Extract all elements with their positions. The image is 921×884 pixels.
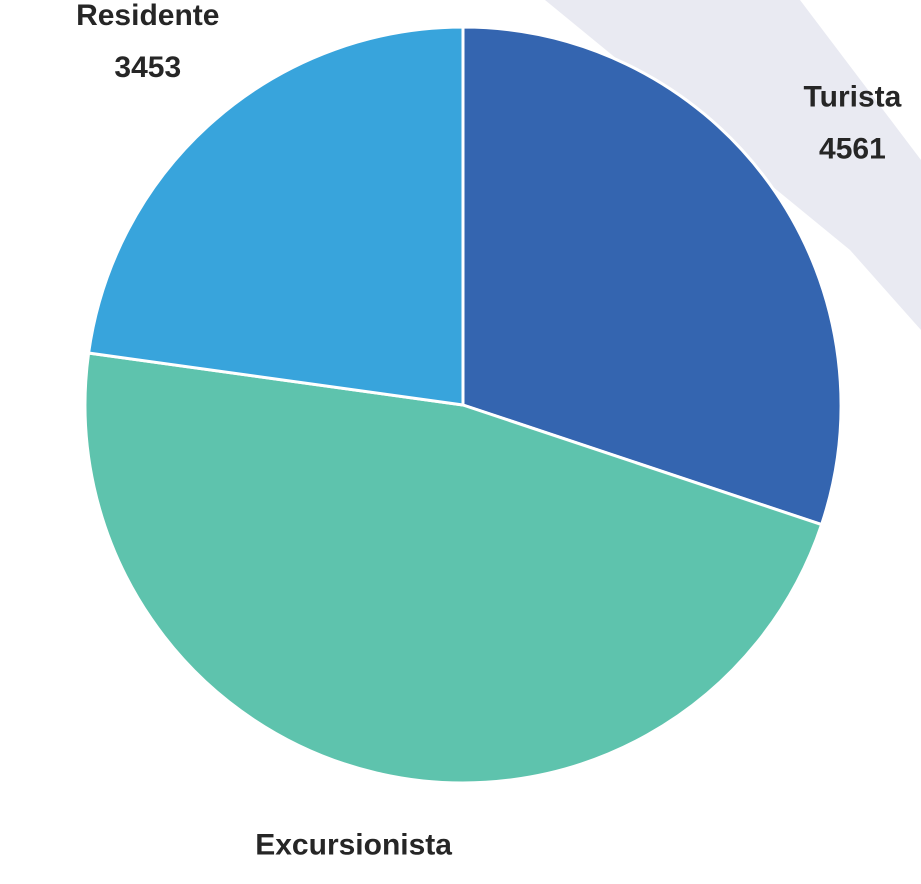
slice-value: 3453	[114, 51, 181, 84]
slice-value: 7127	[320, 880, 387, 884]
slice-label: Residente	[76, 0, 219, 32]
pie-slice	[86, 25, 465, 407]
pie-slice	[461, 25, 843, 527]
slice-label: Turista	[804, 80, 902, 113]
slice-label: Excursionista	[255, 828, 452, 861]
watermark	[545, 0, 921, 330]
pie-slice	[83, 351, 824, 785]
slice-value: 4561	[819, 132, 886, 165]
